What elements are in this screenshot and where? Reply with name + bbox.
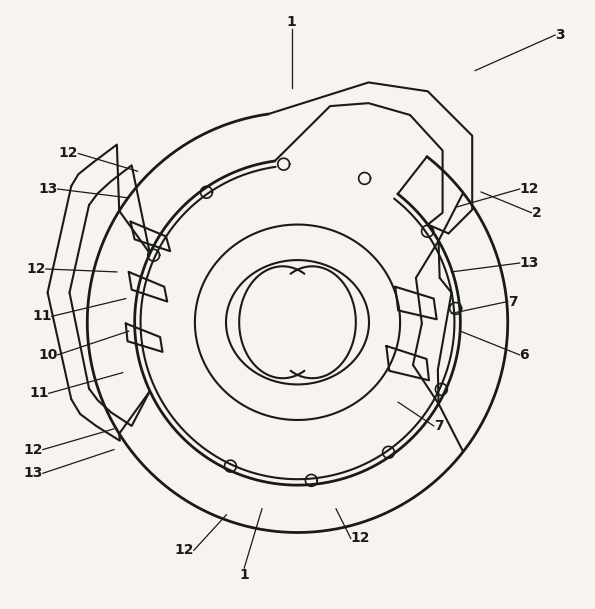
Text: 10: 10 xyxy=(38,348,58,362)
Text: 11: 11 xyxy=(32,309,52,323)
Text: 12: 12 xyxy=(351,532,370,546)
Text: 13: 13 xyxy=(23,466,43,481)
Text: 12: 12 xyxy=(519,182,539,196)
Text: 7: 7 xyxy=(434,419,443,433)
Text: 1: 1 xyxy=(287,15,296,29)
Text: 12: 12 xyxy=(174,543,194,557)
Text: 11: 11 xyxy=(29,386,49,400)
Text: 13: 13 xyxy=(38,182,58,196)
Text: 6: 6 xyxy=(519,348,529,362)
Text: 12: 12 xyxy=(59,147,79,161)
Text: 2: 2 xyxy=(531,206,541,220)
Text: 13: 13 xyxy=(519,256,539,270)
Text: 12: 12 xyxy=(23,443,43,457)
Text: 7: 7 xyxy=(508,295,518,309)
Text: 3: 3 xyxy=(555,28,565,42)
Text: 12: 12 xyxy=(26,262,46,276)
Text: 1: 1 xyxy=(239,568,249,582)
